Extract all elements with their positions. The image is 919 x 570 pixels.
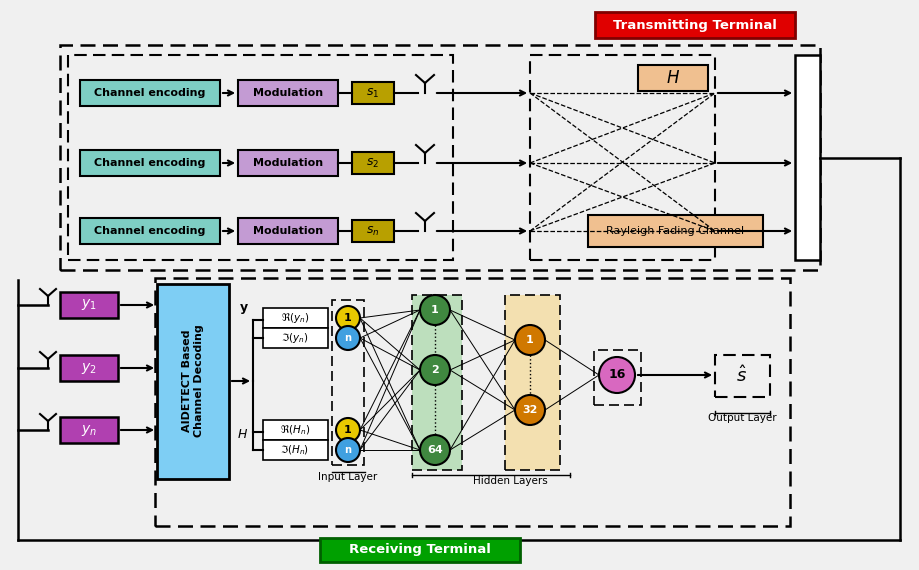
Text: Input Layer: Input Layer [318,472,378,482]
Circle shape [420,295,450,325]
Bar [157,284,229,479]
Bar [238,80,338,106]
Circle shape [515,325,545,355]
Bar [530,55,715,260]
Text: n: n [345,445,351,455]
Text: n: n [345,333,351,343]
Circle shape [420,355,450,385]
Circle shape [336,438,360,462]
Text: Rayleigh Fading Channel: Rayleigh Fading Channel [606,226,744,236]
Bar [332,300,364,465]
Text: $y_2$: $y_2$ [81,360,96,376]
Bar [60,45,820,270]
Text: $s_1$: $s_1$ [367,87,380,100]
Circle shape [336,306,360,330]
Text: 1: 1 [526,335,534,345]
Text: Receiving Terminal: Receiving Terminal [349,544,491,556]
Text: AIDETECT Based
Channel Decoding: AIDETECT Based Channel Decoding [182,325,204,437]
Bar [588,215,763,247]
Bar [795,55,820,260]
Bar [238,218,338,244]
Text: 1: 1 [344,313,352,323]
Text: 16: 16 [608,368,626,381]
Bar [263,328,328,348]
Text: $\Re(y_n)$: $\Re(y_n)$ [280,311,310,325]
Text: $\Im(y_n)$: $\Im(y_n)$ [281,331,309,345]
Bar [155,278,790,526]
Bar [60,417,118,443]
Text: 1: 1 [431,305,439,315]
Text: $\hat{s}$: $\hat{s}$ [736,365,747,386]
Bar [263,420,328,440]
Bar [320,538,520,562]
Text: Hidden Layers: Hidden Layers [472,476,548,486]
Text: $H$: $H$ [237,429,248,442]
Bar [60,292,118,318]
Text: $y_n$: $y_n$ [81,422,97,438]
Bar [263,440,328,460]
Text: Channel encoding: Channel encoding [95,226,206,236]
Text: Transmitting Terminal: Transmitting Terminal [613,18,777,31]
Text: 1: 1 [344,425,352,435]
Bar [238,150,338,176]
Text: $s_2$: $s_2$ [367,156,380,169]
Text: 64: 64 [427,445,443,455]
Bar [505,295,560,470]
Text: Modulation: Modulation [253,88,323,98]
Text: $s_n$: $s_n$ [367,225,380,238]
Text: $H$: $H$ [666,69,680,87]
Circle shape [420,435,450,465]
Text: $\Re(H_n)$: $\Re(H_n)$ [280,423,310,437]
Text: $\Im(H_n)$: $\Im(H_n)$ [280,443,310,457]
Bar [60,355,118,381]
Bar [638,65,708,91]
Text: 32: 32 [522,405,538,415]
Bar [412,295,462,470]
Bar [68,55,453,260]
Circle shape [336,418,360,442]
Text: $y_1$: $y_1$ [81,298,96,312]
Bar [595,12,795,38]
Bar [594,350,641,405]
Bar [352,152,394,174]
Text: Modulation: Modulation [253,226,323,236]
Circle shape [515,395,545,425]
Bar [80,218,220,244]
Circle shape [336,326,360,350]
Bar [352,82,394,104]
Bar [80,150,220,176]
Text: 2: 2 [431,365,439,375]
Bar [263,308,328,328]
Text: Channel encoding: Channel encoding [95,158,206,168]
Bar [80,80,220,106]
Bar [505,295,560,470]
Bar [352,220,394,242]
Bar [412,295,462,470]
Bar [715,355,770,397]
Text: Output Layer: Output Layer [708,413,777,423]
Text: Channel encoding: Channel encoding [95,88,206,98]
Text: Modulation: Modulation [253,158,323,168]
Circle shape [599,357,635,393]
Text: y: y [240,302,248,315]
